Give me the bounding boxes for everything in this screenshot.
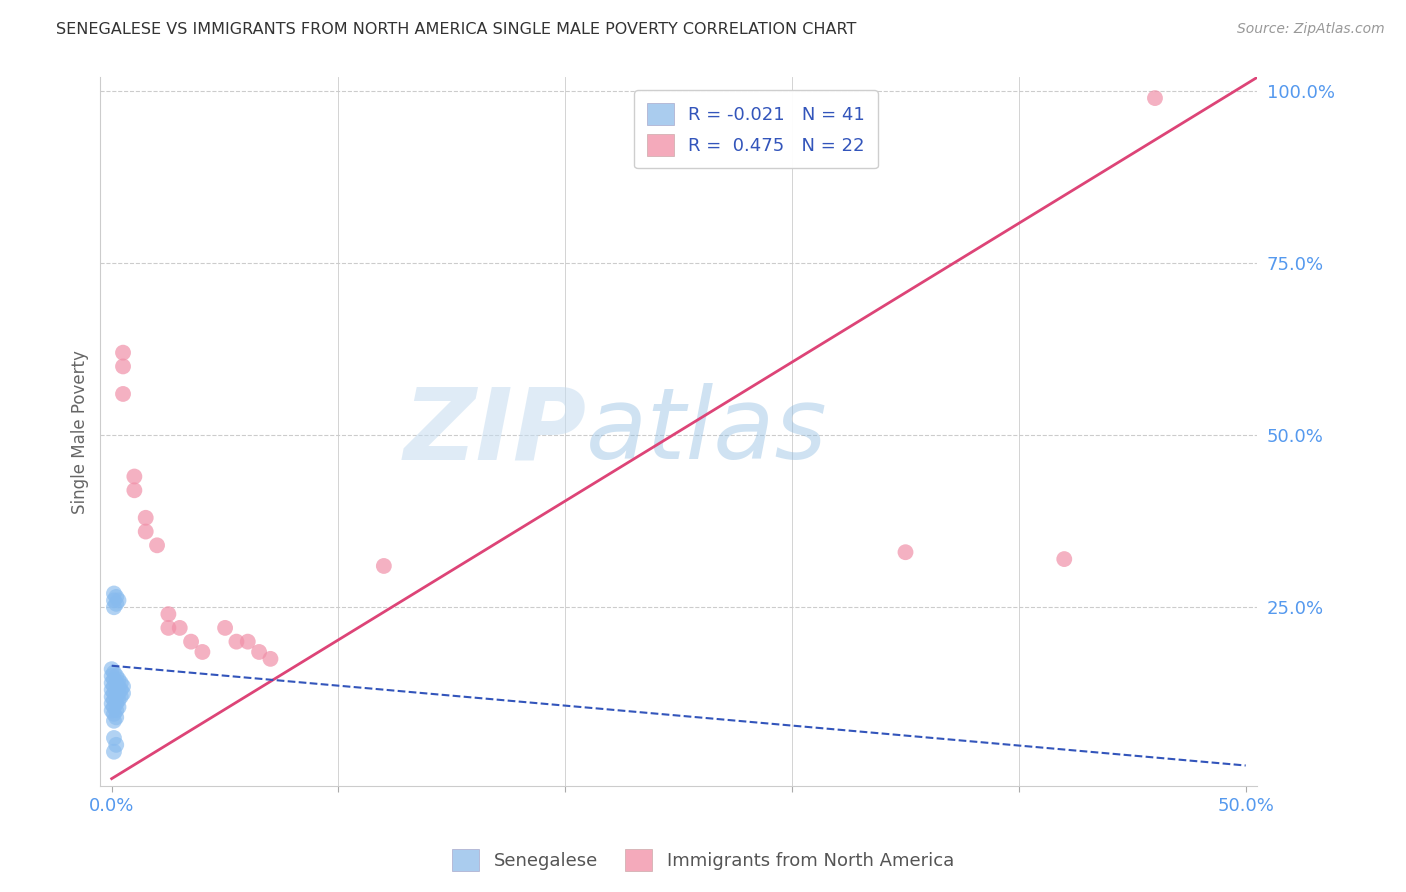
Point bbox=[247, 645, 270, 659]
Point bbox=[135, 524, 157, 539]
Point bbox=[191, 645, 214, 659]
Point bbox=[103, 700, 125, 714]
Point bbox=[169, 621, 191, 635]
Point bbox=[103, 665, 125, 680]
Point bbox=[110, 690, 132, 704]
Point bbox=[100, 669, 122, 683]
Text: atlas: atlas bbox=[586, 384, 828, 480]
Point bbox=[373, 558, 395, 573]
Point bbox=[157, 607, 180, 621]
Point bbox=[110, 676, 132, 690]
Point bbox=[100, 690, 122, 704]
Point bbox=[103, 731, 125, 745]
Point bbox=[225, 634, 247, 648]
Point bbox=[157, 621, 180, 635]
Point bbox=[103, 586, 125, 600]
Point bbox=[107, 679, 129, 693]
Point bbox=[124, 469, 146, 483]
Point bbox=[214, 621, 236, 635]
Point bbox=[135, 510, 157, 524]
Point bbox=[105, 590, 128, 604]
Point bbox=[110, 682, 132, 697]
Text: SENEGALESE VS IMMIGRANTS FROM NORTH AMERICA SINGLE MALE POVERTY CORRELATION CHAR: SENEGALESE VS IMMIGRANTS FROM NORTH AMER… bbox=[56, 22, 856, 37]
Point bbox=[105, 697, 128, 711]
Point bbox=[112, 686, 135, 700]
Point bbox=[105, 676, 128, 690]
Point bbox=[103, 745, 125, 759]
Point bbox=[100, 662, 122, 676]
Point bbox=[105, 738, 128, 752]
Point bbox=[112, 679, 135, 693]
Point bbox=[894, 545, 917, 559]
Point bbox=[1053, 552, 1076, 566]
Point bbox=[100, 697, 122, 711]
Point bbox=[107, 693, 129, 707]
Point bbox=[112, 345, 135, 359]
Point bbox=[105, 690, 128, 704]
Point bbox=[103, 600, 125, 615]
Point bbox=[103, 686, 125, 700]
Point bbox=[112, 359, 135, 374]
Point bbox=[112, 387, 135, 401]
Point bbox=[103, 714, 125, 728]
Point bbox=[180, 634, 202, 648]
Y-axis label: Single Male Poverty: Single Male Poverty bbox=[72, 350, 89, 514]
Point bbox=[103, 693, 125, 707]
Point bbox=[124, 483, 146, 498]
Point bbox=[146, 538, 169, 552]
Point bbox=[105, 669, 128, 683]
Point bbox=[105, 597, 128, 611]
Point bbox=[107, 593, 129, 607]
Point bbox=[107, 686, 129, 700]
Point bbox=[103, 673, 125, 687]
Point bbox=[259, 652, 281, 666]
Text: Source: ZipAtlas.com: Source: ZipAtlas.com bbox=[1237, 22, 1385, 37]
Point bbox=[100, 676, 122, 690]
Point bbox=[107, 673, 129, 687]
Point bbox=[100, 682, 122, 697]
Point bbox=[103, 593, 125, 607]
Text: ZIP: ZIP bbox=[404, 384, 586, 480]
Point bbox=[236, 634, 259, 648]
Point bbox=[105, 710, 128, 724]
Legend: R = -0.021   N = 41, R =  0.475   N = 22: R = -0.021 N = 41, R = 0.475 N = 22 bbox=[634, 90, 877, 169]
Point bbox=[100, 703, 122, 717]
Legend: Senegalese, Immigrants from North America: Senegalese, Immigrants from North Americ… bbox=[444, 842, 962, 879]
Point bbox=[103, 679, 125, 693]
Point bbox=[1143, 91, 1166, 105]
Point bbox=[107, 700, 129, 714]
Point bbox=[103, 706, 125, 721]
Point bbox=[105, 703, 128, 717]
Point bbox=[105, 682, 128, 697]
